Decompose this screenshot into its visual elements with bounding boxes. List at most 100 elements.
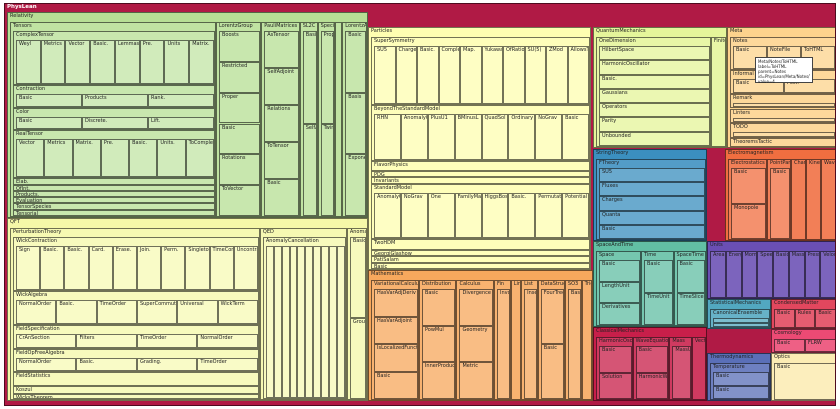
cell-speed-d1-3[interactable]: Speed [757, 251, 773, 298]
group-classicalmechanics[interactable]: ClassicalMechanics HarmonicOscillator Basi… [593, 327, 707, 401]
cell-allowsterm-d2-9[interactable]: AllowsTerm [567, 46, 589, 105]
cell-islocalizedfunction-d2-2[interactable]: IsLocalizedFunction [374, 344, 418, 372]
cell-calculus-d1-2[interactable]: Calculus Divergence Geometry Metric [456, 280, 494, 400]
cell-basic-d3-1[interactable]: Basic. [56, 300, 97, 325]
cell-pressure-d1-6[interactable]: Pressure [804, 251, 821, 298]
cell-permutations-d2-6[interactable]: Permutations [535, 192, 563, 239]
cell-remark-d1-2[interactable]: Remark [730, 93, 835, 109]
cell-higgsboson-d2-4[interactable]: HiggsBoson [481, 192, 509, 239]
cell-universal-d3-4[interactable]: Universal [177, 300, 218, 325]
cell-matrix-d3-2[interactable]: Matrix. [72, 139, 101, 178]
cell-units-d3-6[interactable]: Units [164, 40, 190, 85]
cell-mass-d1-5[interactable]: Mass [788, 251, 805, 298]
cell-groupactions-d2-1[interactable]: GroupActions [349, 318, 366, 399]
cell-anomalycancellation-d2-0[interactable]: AnomalyCancellation [262, 237, 346, 399]
cell-potential-d2-7[interactable]: Potential [562, 192, 589, 239]
group-electromagnetism[interactable]: Electromagnetism Electrostatics Basic Monop… [725, 149, 835, 241]
cell-basic-d1-9[interactable]: Basic [371, 262, 590, 269]
cell-anomalycancellation-d2-1[interactable]: AnomalyCancellation [400, 114, 428, 160]
cell-join-d3-5[interactable]: Join. [136, 246, 162, 291]
cell-harmonicwave-d2-1[interactable]: HarmonicWave [635, 372, 669, 399]
cell-basic-d3-2[interactable]: Basic. [64, 246, 89, 291]
cell-timeunit-d2-1[interactable]: TimeUnit [644, 292, 673, 325]
cell-waveequation-d1-1[interactable]: WaveEquation Basic HarmonicWave [632, 337, 670, 400]
cell-ordinary-d2-5[interactable]: Ordinary [508, 114, 536, 160]
cell-units-d3-5[interactable]: Units. [157, 139, 186, 178]
cell-fieldopfreealgebra-d2-3[interactable]: FieldOpFreeAlgebra NormalOrder Basic. Gradi… [13, 348, 259, 373]
cell-linters-d1-3[interactable]: Linters [730, 108, 835, 124]
cell-wickalgebra-d2-1[interactable]: WickAlgebra NormalOrder Basic. TimeOrder Sup… [13, 291, 259, 326]
cell-hasvaradjderiv-d2-0[interactable]: HasVarAdjDeriv [374, 289, 418, 317]
cell-vector-d3-2[interactable]: Vector [65, 40, 91, 85]
cell-vectorlike-d3-7[interactable] [321, 246, 330, 398]
cell-card-d3-3[interactable]: Card. [88, 246, 113, 291]
cell-theoremstactic-d1-5[interactable]: TheoremsTactic [730, 137, 835, 147]
cell-bminusl-d2-3[interactable]: BMinusL [454, 114, 482, 160]
cell-lineincubic-d3-5[interactable] [305, 246, 314, 398]
cell-basic-d2-0[interactable] [733, 132, 835, 137]
cell-hasvaradjoint-d2-1[interactable]: HasVarAdjoint [374, 316, 418, 344]
cell-basic-d3-0[interactable]: Basic [16, 116, 82, 130]
cell-boosts-d2-0[interactable]: Boosts [218, 31, 261, 62]
cell-flavorphysics-d1-2[interactable]: FlavorPhysics [371, 160, 590, 172]
cell-sl2c-d1-3[interactable]: SL2C Basic SelfAdjoint [299, 22, 318, 217]
cell-charges-d2-1[interactable]: Charges [395, 46, 417, 105]
cell-harmonicoscillator-d2-1[interactable]: HarmonicOscillator [599, 60, 710, 75]
cell-twostate-d2-1[interactable] [713, 322, 769, 327]
cell-timeslice-d2-1[interactable]: TimeSlice [676, 292, 705, 325]
group-mathematics[interactable]: Mathematics VariationalCalculus HasVarAdjD… [368, 270, 593, 401]
cell-area-d1-0[interactable]: Area [710, 251, 726, 298]
cell-totensor-d2-3[interactable]: ToTensor [264, 142, 299, 179]
cell-tovector-d2-5[interactable]: ToVector [218, 185, 261, 216]
cell-innerproductspace-d2-2[interactable]: InnerProductSpace [421, 362, 456, 399]
cell-fluxes-d2-1[interactable]: Fluxes [599, 182, 705, 197]
cell-proper-d2-2[interactable]: Proper [218, 92, 261, 124]
cell-basic-d2-4[interactable]: Basic [599, 224, 705, 239]
cell-basic-d2-0[interactable]: Basic [676, 260, 705, 293]
cell-onedimension-d1-0[interactable]: OneDimension HilbertSpace HarmonicOscillat… [596, 37, 711, 147]
cell-realtensor-d2-3[interactable]: RealTensor Vector Metrics Matrix. Pre. Basic.… [13, 130, 215, 179]
cell-lorentzgroup-d1-1[interactable]: LorentzGroup Boosts Restricted Proper Basic R… [215, 22, 262, 217]
cell-harmonicoscillator-d1-0[interactable]: HarmonicOscillator Basic Solution [596, 337, 633, 400]
group-particles[interactable]: Particles SuperSymmetry SU5 Charges Basic. Co… [368, 27, 591, 270]
cell-timeorder-d3-2[interactable]: TimeOrder [96, 300, 137, 325]
cell-ftheory-d1-0[interactable]: FTheory SU5 Fluxes Charges Quanta Basic [596, 159, 706, 240]
cell-basic-d3-3[interactable]: Basic. [90, 40, 115, 85]
cell-normalorder-d3-0[interactable]: NormalOrder [16, 300, 57, 325]
cell-flrw-d1-1[interactable]: FLRW [805, 339, 835, 352]
cell-constabs-d3-8[interactable] [329, 246, 337, 398]
cell-geometry-d2-1[interactable]: Geometry [459, 325, 493, 363]
cell-pre-d3-5[interactable]: Pre. [139, 40, 165, 85]
cell-completion-d2-3[interactable]: Completion [438, 46, 460, 105]
cell-spacetime-d1-2[interactable]: SpaceTime Basic TimeSlice [673, 251, 706, 326]
cell-basic-d3-0[interactable] [265, 246, 274, 398]
cell-su5-d2-0[interactable]: SU5 [374, 46, 396, 105]
cell-beyondthestandardmodel-d1-1[interactable]: BeyondTheStandardModel RHN AnomalyCancella… [371, 105, 590, 161]
cell-electrostatics-d1-0[interactable]: Electrostatics Basic Monopole [728, 159, 767, 240]
cell-datastructures-d1-6[interactable]: DataStructures FourTree Basic [537, 280, 565, 400]
cell-even-d3-3[interactable] [289, 246, 298, 398]
cell-twinparadox-d2-1[interactable]: TwinParadox [320, 123, 335, 216]
cell-sorts-d3-6[interactable] [313, 246, 322, 398]
cell-basic-d1-0[interactable]: Basic [774, 363, 835, 400]
group-condensedmatter[interactable]: CondensedMatter Basic Rules Basic [771, 299, 835, 329]
group-cosmology[interactable]: Cosmology Basic FLRW [771, 329, 835, 353]
cell-fieldspecification-d2-2[interactable]: FieldSpecification CrAnSection Filters Time… [13, 325, 259, 349]
cell-gaussians-d2-3[interactable]: Gaussians [599, 88, 710, 104]
cell-basic-d3-4[interactable]: Basic. [129, 139, 158, 178]
cell-astensor-d2-0[interactable]: AsTensor [264, 31, 299, 68]
cell-perm-d3-6[interactable]: Perm. [161, 246, 186, 291]
cell-fourtree-d2-0[interactable]: FourTree [540, 289, 564, 344]
cell-momentum-d1-2[interactable]: Momentum [741, 251, 758, 298]
cell-lengthunit-d2-1[interactable]: LengthUnit [599, 281, 640, 304]
cell-koszul-d2-5[interactable]: Koszul [13, 385, 259, 394]
cell-pre-d3-3[interactable]: Pre. [100, 139, 130, 178]
cell-basic-d1-0[interactable]: Basic [774, 339, 805, 352]
cell-wickcontraction-d2-0[interactable]: WickContraction Sign Basic. Basic. Card. Eras… [13, 237, 259, 292]
cell-ofrational-d2-6[interactable]: OfRational [503, 46, 525, 105]
cell-one-d2-2[interactable]: One [427, 192, 455, 239]
cell-selfadjoint-d2-1[interactable]: SelfAdjoint [302, 123, 317, 216]
cell-contraction-d2-1[interactable]: Contraction Basic Products Rank. [13, 85, 215, 108]
cell-plusu1-d2-2[interactable]: PlusU1 [427, 114, 455, 160]
cell-basic-d1-4[interactable]: Basic [773, 251, 789, 298]
